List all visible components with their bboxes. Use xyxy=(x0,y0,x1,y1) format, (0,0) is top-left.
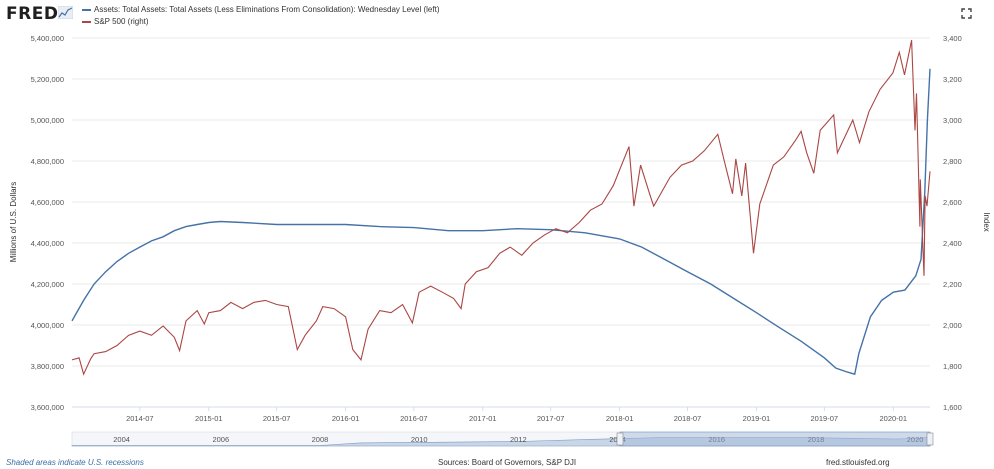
y-left-tick-label: 3,800,000 xyxy=(31,362,64,371)
grid-layer xyxy=(72,37,930,408)
y-right-tick-label: 3,200 xyxy=(943,75,962,84)
y-left-tick-label: 4,000,000 xyxy=(31,321,64,330)
y-right-tick-label: 2,600 xyxy=(943,198,962,207)
site-link[interactable]: fred.stlouisfed.org xyxy=(826,458,890,467)
y-axis-right-title: Index xyxy=(982,212,991,232)
legend-swatch-assets xyxy=(82,8,91,11)
navigator-selection[interactable] xyxy=(619,431,931,447)
navigator-year-label: 2006 xyxy=(212,435,229,444)
x-tick-label: 2020-01 xyxy=(880,414,908,423)
x-tick-label: 2016-01 xyxy=(332,414,360,423)
navigator-year-label: 2010 xyxy=(411,435,428,444)
x-tick-label: 2015-01 xyxy=(195,414,223,423)
navigator-year-label: 2020 xyxy=(907,435,924,444)
y-right-tick-label: 1,600 xyxy=(943,403,962,412)
y-axis-left-ticks: 3,600,000 3,800,000 4,000,000 4,200,000 4,40… xyxy=(31,34,64,412)
y-left-tick-label: 4,200,000 xyxy=(31,280,64,289)
navigator-handle-left[interactable] xyxy=(616,432,624,446)
x-tick-label: 2019-07 xyxy=(811,414,839,423)
y-right-tick-label: 2,400 xyxy=(943,239,962,248)
x-tick-label: 2014-07 xyxy=(126,414,154,423)
y-left-tick-label: 3,600,000 xyxy=(31,403,64,412)
y-left-tick-label: 5,000,000 xyxy=(31,116,64,125)
navigator-year-label: 2004 xyxy=(113,435,130,444)
y-left-tick-label: 4,400,000 xyxy=(31,239,64,248)
legend-item-sp500[interactable]: S&P 500 (right) xyxy=(82,17,149,26)
legend-label-sp500: S&P 500 (right) xyxy=(94,17,149,26)
sources-note: Sources: Board of Governors, S&P DJI xyxy=(438,458,577,467)
y-left-tick-label: 5,200,000 xyxy=(31,75,64,84)
navigator-year-label: 2012 xyxy=(510,435,527,444)
x-tick-label: 2015-07 xyxy=(263,414,291,423)
y-left-tick-label: 4,600,000 xyxy=(31,198,64,207)
fred-logo: FRED xyxy=(6,4,59,24)
series-line-sp500[interactable] xyxy=(71,39,931,376)
y-right-tick-label: 3,000 xyxy=(943,116,962,125)
time-range-navigator[interactable]: 200420062008201020122014201620182020 xyxy=(71,431,934,447)
navigator-handle-right[interactable] xyxy=(926,432,934,446)
y-axis-left-title: Millions of U.S. Dollars xyxy=(9,182,18,262)
legend-label-assets: Assets: Total Assets: Total Assets (Less… xyxy=(94,5,440,14)
recession-note[interactable]: Shaded areas indicate U.S. recessions xyxy=(6,458,144,467)
y-right-tick-label: 2,000 xyxy=(943,321,962,330)
expand-icon[interactable] xyxy=(961,8,972,19)
y-right-tick-label: 2,200 xyxy=(943,280,962,289)
fred-logo-chart-icon xyxy=(58,6,73,19)
navigator-year-label: 2008 xyxy=(312,435,329,444)
navigator-year-label: 2016 xyxy=(708,435,725,444)
x-tick-label: 2017-07 xyxy=(537,414,565,423)
y-axis-right-ticks: 1,600 1,800 2,000 2,200 2,400 2,600 2,800 3,000… xyxy=(943,34,962,412)
x-tick-label: 2016-07 xyxy=(400,414,428,423)
x-axis-ticks: 2014-07 2015-01 2015-07 2016-01 2016-07 2017-… xyxy=(72,406,930,423)
x-tick-label: 2017-01 xyxy=(469,414,497,423)
y-right-tick-label: 3,400 xyxy=(943,34,962,43)
x-tick-label: 2018-01 xyxy=(606,414,634,423)
y-left-tick-label: 5,400,000 xyxy=(31,34,64,43)
x-tick-label: 2018-07 xyxy=(674,414,702,423)
legend-item-assets[interactable]: Assets: Total Assets: Total Assets (Less… xyxy=(82,5,440,14)
navigator-year-label: 2018 xyxy=(808,435,825,444)
series-line-assets[interactable] xyxy=(71,68,931,376)
y-right-tick-label: 2,800 xyxy=(943,157,962,166)
y-left-tick-label: 4,800,000 xyxy=(31,157,64,166)
legend-swatch-sp500 xyxy=(82,20,91,23)
y-right-tick-label: 1,800 xyxy=(943,362,962,371)
x-tick-label: 2019-01 xyxy=(743,414,771,423)
